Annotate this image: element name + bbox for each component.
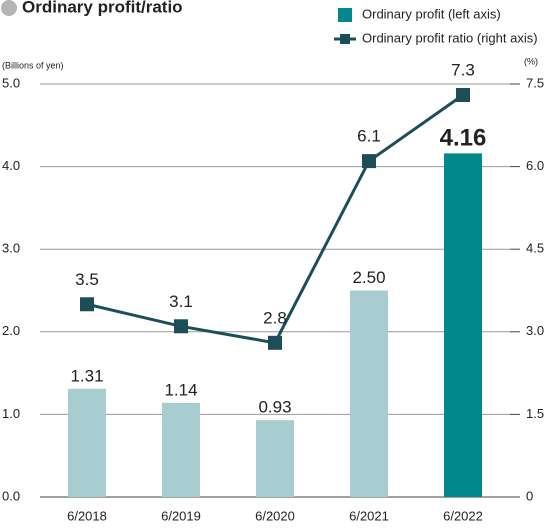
legend-label: Ordinary profit (left axis) — [362, 6, 501, 21]
title-bullet — [1, 0, 17, 16]
y-tick-label: 3.0 — [2, 241, 20, 256]
y-axis-label: (Billions of yen) — [2, 60, 64, 70]
ratio-value-label: 2.8 — [263, 308, 287, 327]
y2-tick-label: 0 — [526, 488, 533, 503]
bar — [162, 402, 200, 497]
y2-tick-label: 7.5 — [526, 75, 544, 90]
x-tick-label: 6/2021 — [349, 508, 389, 523]
bar — [68, 388, 106, 497]
ratio-value-label: 6.1 — [357, 127, 381, 146]
x-tick-label: 6/2019 — [161, 508, 201, 523]
x-tick-label: 6/2018 — [67, 508, 107, 523]
ratio-value-label: 7.3 — [451, 60, 475, 79]
y-tick-label: 5.0 — [2, 75, 20, 90]
legend-swatch — [338, 8, 352, 22]
y2-tick-label: 6.0 — [526, 158, 544, 173]
ratio-marker — [268, 335, 282, 350]
bar-value-label: 2.50 — [352, 268, 385, 287]
x-tick-label: 6/2020 — [255, 508, 295, 523]
legend-marker — [340, 34, 350, 44]
y2-tick-label: 3.0 — [526, 323, 544, 338]
y2-tick-label: 1.5 — [526, 406, 544, 421]
y-tick-label: 0.0 — [2, 488, 20, 503]
bar — [350, 290, 388, 497]
ratio-marker — [362, 154, 376, 169]
y-tick-label: 1.0 — [2, 406, 20, 421]
bar-value-label: 4.16 — [440, 125, 487, 152]
y-tick-label: 2.0 — [2, 323, 20, 338]
legend-label: Ordinary profit ratio (right axis) — [362, 30, 538, 45]
y2-axis-label: (%) — [524, 56, 538, 66]
bar-value-label: 1.14 — [164, 380, 197, 399]
y-tick-label: 4.0 — [2, 158, 20, 173]
ratio-marker — [456, 88, 470, 103]
chart-title: Ordinary profit/ratio — [22, 0, 183, 16]
ratio-value-label: 3.5 — [75, 270, 99, 289]
bar-value-label: 0.93 — [258, 398, 291, 417]
ratio-line — [86, 93, 464, 345]
y2-tick-label: 4.5 — [526, 241, 544, 256]
bar-value-label: 1.31 — [70, 366, 103, 385]
bar — [256, 420, 294, 497]
ratio-value-label: 3.1 — [169, 292, 193, 311]
ratio-marker — [80, 297, 94, 312]
x-tick-label: 6/2022 — [443, 508, 483, 523]
bar — [444, 153, 482, 497]
ratio-marker — [174, 319, 188, 334]
